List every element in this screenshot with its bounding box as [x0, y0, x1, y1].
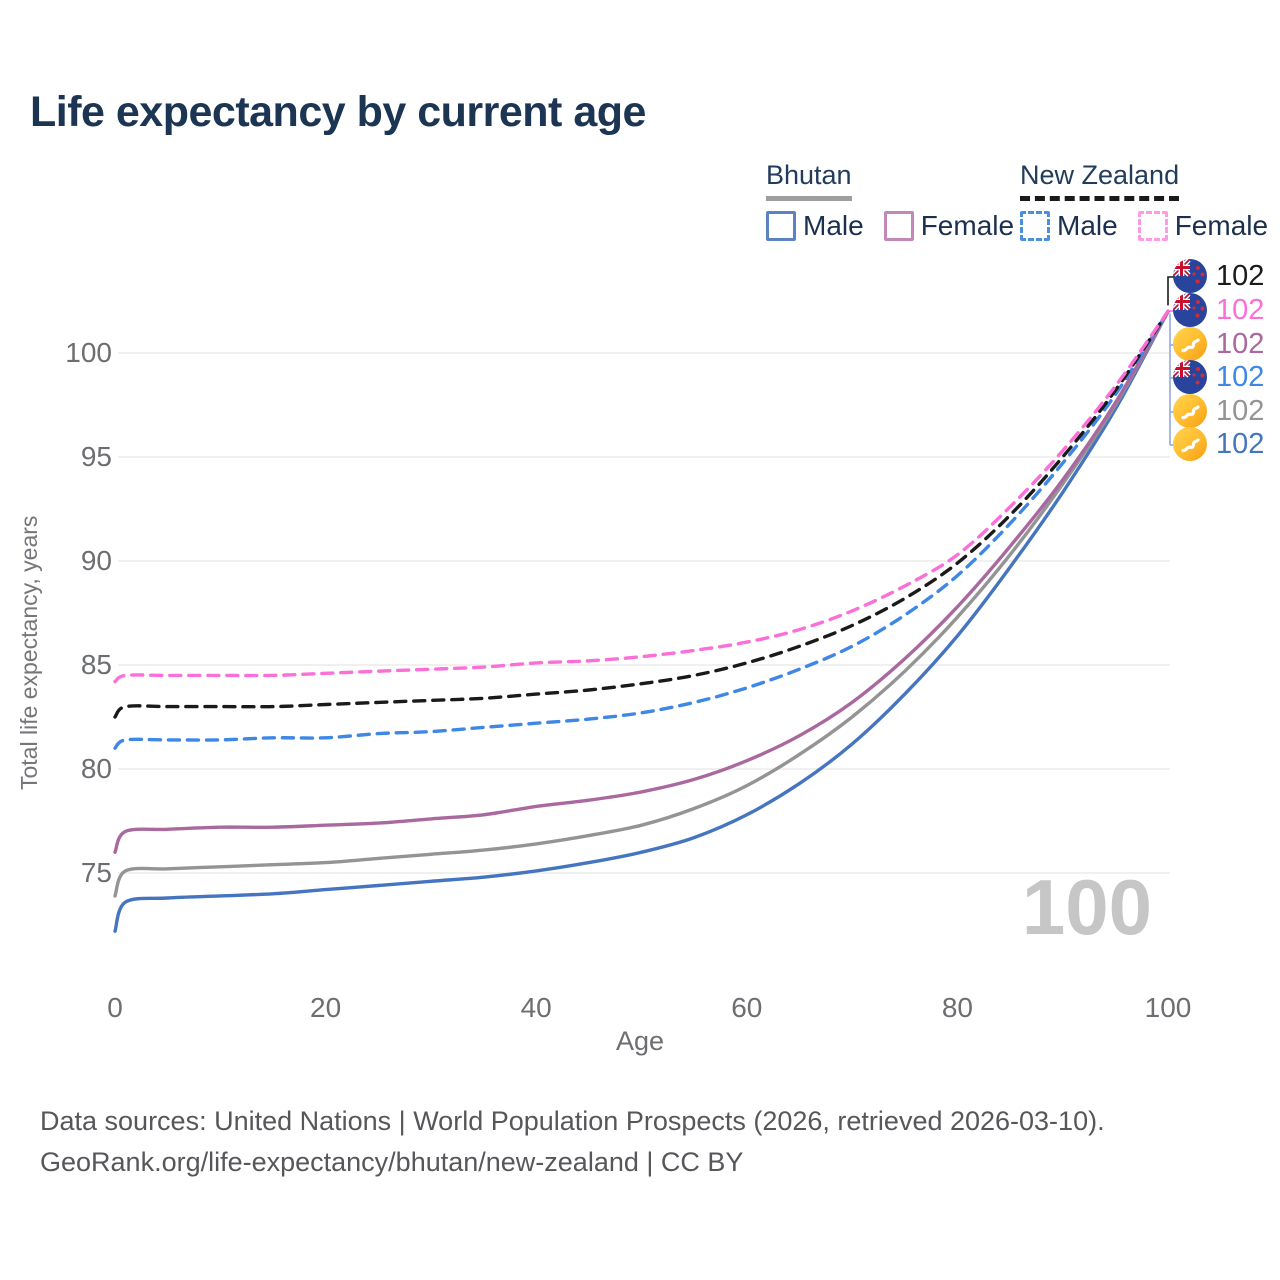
bhutan-flag-icon — [1173, 327, 1207, 361]
end-label-value: 102 — [1216, 427, 1265, 460]
data-sources-line: Data sources: United Nations | World Pop… — [40, 1106, 1105, 1136]
page-title: Life expectancy by current age — [30, 88, 646, 136]
end-label-row-bhutan: 102 — [1173, 327, 1264, 361]
series-line-new-zealand-female[interactable] — [113, 309, 1170, 684]
y-tick-90: 90 — [80, 545, 112, 576]
x-tick-80: 80 — [941, 992, 973, 1023]
end-label-row-new-zealand: 102 — [1173, 293, 1264, 327]
series-line-bhutan-female[interactable] — [113, 309, 1170, 854]
attribution-line: GeoRank.org/life-expectancy/bhutan/new-z… — [40, 1147, 744, 1177]
end-label-row-bhutan: 102 — [1173, 427, 1264, 461]
legend-item-bhutan-male[interactable]: Male — [766, 210, 864, 242]
y-tick-75: 75 — [80, 857, 112, 888]
end-label-value: 102 — [1216, 360, 1265, 393]
end-label-value: 102 — [1216, 394, 1265, 427]
end-label-row-bhutan: 102 — [1173, 394, 1264, 428]
end-label-row-new-zealand: 102 — [1173, 360, 1264, 394]
legend-country-bhutan[interactable]: Bhutan — [766, 160, 852, 201]
new-zealand-flag-icon — [1173, 360, 1207, 394]
x-tick-0: 0 — [107, 992, 123, 1023]
y-tick-95: 95 — [80, 441, 112, 472]
y-tick-80: 80 — [80, 753, 112, 784]
end-label-value: 102 — [1216, 293, 1265, 326]
legend-label: Male — [1057, 210, 1118, 241]
new-zealand-flag-icon — [1173, 259, 1207, 293]
checkbox-bhutan-female[interactable] — [883, 211, 914, 241]
checkbox-bhutan-male[interactable] — [766, 211, 796, 241]
end-label-row-new-zealand: 102 — [1173, 259, 1264, 293]
new-zealand-flag-icon — [1173, 293, 1207, 327]
y-tick-85: 85 — [80, 649, 112, 680]
hover-age-watermark: 100 — [1021, 863, 1152, 951]
checkbox-nz-male[interactable] — [1020, 211, 1050, 241]
x-tick-40: 40 — [520, 992, 552, 1023]
bhutan-flag-icon — [1173, 427, 1207, 461]
end-label-value: 102 — [1216, 327, 1265, 360]
legend-item-bhutan-female[interactable]: Female — [883, 210, 1015, 242]
series-line-new-zealand-total[interactable] — [113, 309, 1170, 719]
bhutan-flag-icon — [1173, 394, 1207, 428]
y-tick-100: 100 — [65, 337, 112, 368]
legend-item-nz-female[interactable]: Female — [1137, 210, 1269, 242]
x-tick-60: 60 — [731, 992, 763, 1023]
legend-label: Female — [920, 210, 1015, 241]
x-tick-100: 100 — [1144, 992, 1192, 1023]
legend-label: Female — [1174, 210, 1269, 241]
series-line-new-zealand-male[interactable] — [113, 309, 1170, 750]
leader-line — [1167, 276, 1175, 306]
series-line-bhutan-male[interactable] — [113, 309, 1170, 933]
series-line-bhutan-total[interactable] — [113, 309, 1170, 898]
legend-group-bhutan: Bhutan Male Female — [766, 160, 1014, 242]
x-tick-20: 20 — [310, 992, 342, 1023]
legend-label: Male — [803, 210, 864, 241]
legend-group-new-zealand: New Zealand Male Female — [1020, 160, 1268, 242]
end-label-value: 102 — [1216, 259, 1265, 292]
checkbox-nz-female[interactable] — [1137, 211, 1168, 241]
legend-country-new-zealand[interactable]: New Zealand — [1020, 160, 1180, 201]
x-axis-title: Age — [615, 1026, 665, 1056]
legend-item-nz-male[interactable]: Male — [1020, 210, 1118, 242]
